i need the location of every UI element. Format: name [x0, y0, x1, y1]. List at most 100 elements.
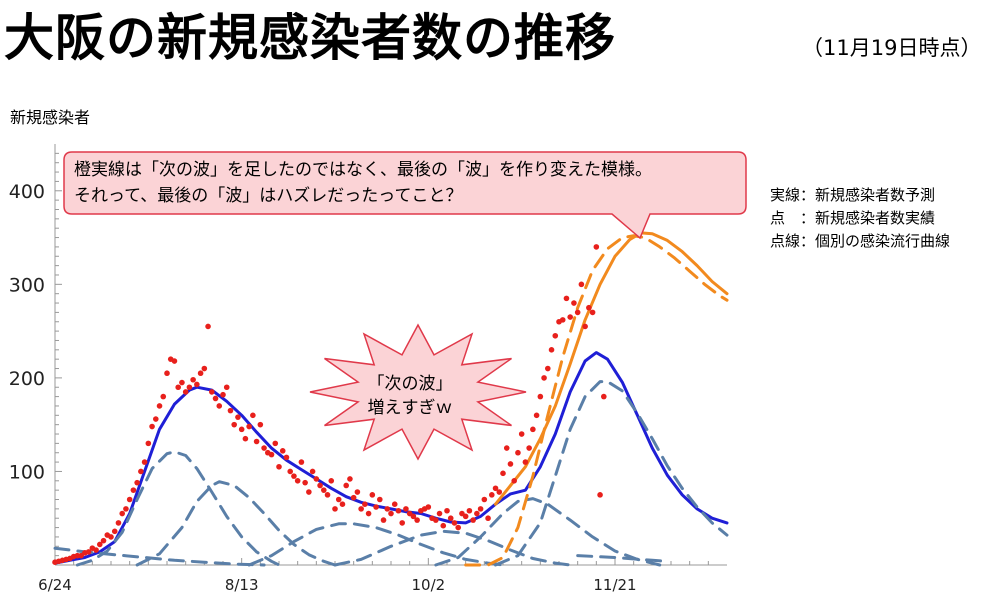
data-point [306, 489, 312, 495]
data-point [298, 459, 305, 465]
data-point [548, 347, 555, 353]
data-point [425, 504, 432, 510]
data-point [145, 440, 152, 447]
data-point [485, 515, 491, 522]
data-point [440, 522, 447, 529]
callout-line-2: それって、最後の「波」はハズレだったってこと？ [74, 186, 463, 206]
chart-axes: 100 200 300 400 6/24 8/13 10/2 11/21 [9, 144, 727, 594]
data-point [253, 438, 260, 445]
data-point [593, 244, 600, 250]
chart-series [53, 231, 729, 567]
data-point [141, 459, 148, 465]
data-point [507, 461, 514, 467]
data-point [111, 528, 118, 535]
data-point [574, 309, 581, 316]
data-point [597, 492, 603, 498]
legend-prediction: 実線：新規感染者数予測 [770, 186, 936, 204]
data-point [586, 304, 592, 311]
data-point [582, 323, 588, 330]
data-point [156, 403, 163, 409]
data-point [287, 468, 294, 475]
data-point [317, 482, 323, 489]
data-point [100, 537, 107, 544]
data-point [194, 381, 200, 388]
data-point [186, 384, 193, 391]
data-point [395, 507, 402, 514]
data-point [444, 507, 450, 514]
data-point [477, 506, 484, 512]
data-point [291, 473, 297, 479]
data-point [403, 506, 409, 512]
data-point [578, 281, 585, 288]
burst-text: 「次の波」 増えすぎｗ [345, 372, 475, 420]
series-line [464, 234, 729, 567]
data-point [250, 412, 256, 419]
data-point [481, 496, 488, 503]
x-tick-label: 8/13 [225, 576, 259, 594]
y-tick-label: 300 [9, 274, 45, 296]
data-point [108, 534, 114, 540]
data-point [93, 547, 99, 553]
data-point [160, 393, 167, 400]
data-point [601, 393, 607, 400]
data-point [563, 295, 570, 302]
data-point [175, 384, 181, 391]
data-point [503, 445, 510, 451]
data-point [369, 492, 376, 498]
y-tick-label: 400 [9, 181, 45, 203]
legend-waves: 点線：個別の感染流行曲線 [770, 232, 951, 250]
data-point [294, 478, 301, 484]
x-tick-label: 6/24 [38, 576, 72, 594]
data-point [85, 549, 92, 555]
data-point [164, 370, 170, 377]
series-line [576, 554, 669, 563]
legend: 実線：新規感染者数予測 点 ：新規感染者数実績 点線：個別の感染流行曲線 [770, 184, 950, 253]
data-point [149, 423, 155, 430]
data-point [223, 384, 230, 391]
chart-overlays [63, 151, 747, 461]
data-point [365, 510, 372, 517]
data-point [138, 468, 144, 475]
data-point [391, 501, 398, 507]
data-point [559, 317, 566, 323]
data-point [455, 524, 462, 531]
callout-bubble: 橙実線は「次の波」を足したのではなく、最後の「波」を作り変えた模様。 それって、… [64, 151, 746, 213]
data-point [522, 459, 529, 465]
data-point [321, 487, 327, 493]
data-point [261, 445, 267, 451]
data-point [526, 445, 532, 451]
y-tick-label: 200 [9, 368, 45, 390]
data-point [328, 478, 335, 484]
data-point [377, 496, 383, 503]
data-point [474, 510, 480, 517]
data-point [201, 365, 208, 372]
data-point [276, 463, 282, 470]
data-point [246, 423, 252, 430]
data-point [268, 451, 275, 458]
legend-actual: 点 ：新規感染者数実績 [770, 209, 936, 227]
series-line [53, 351, 729, 565]
data-point [433, 517, 439, 523]
data-point [384, 506, 391, 512]
data-point [97, 541, 103, 548]
data-point [518, 431, 525, 437]
data-point [179, 379, 185, 386]
data-point [350, 494, 357, 501]
data-point [358, 506, 364, 512]
series-line [494, 380, 729, 567]
data-point [589, 309, 596, 316]
chart-points [52, 244, 607, 565]
burst-line-1: 「次の波」 [367, 374, 453, 394]
data-point [242, 435, 249, 442]
callout-shape [63, 151, 747, 240]
data-point [238, 426, 245, 433]
data-point [388, 510, 394, 517]
x-tick-label: 11/21 [593, 576, 636, 594]
data-point [515, 449, 521, 456]
data-point [197, 370, 204, 377]
data-point [339, 501, 346, 507]
data-point [227, 407, 234, 414]
data-point [302, 479, 308, 486]
series-line [75, 450, 281, 567]
